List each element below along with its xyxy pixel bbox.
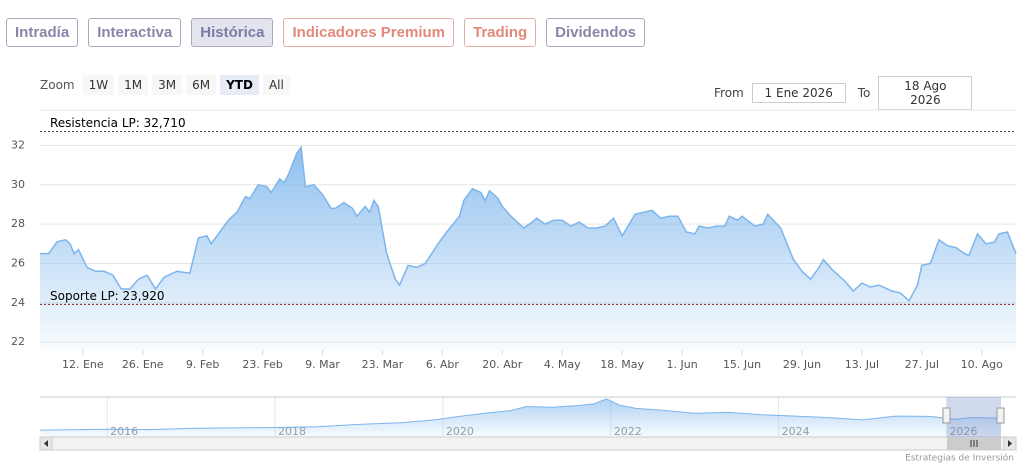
x-tick-label: 13. Jul bbox=[845, 358, 879, 371]
x-tick-label: 27. Jul bbox=[905, 358, 939, 371]
scrollbar-track[interactable] bbox=[39, 436, 1017, 451]
line bbox=[39, 398, 1002, 431]
zoom-button[interactable]: 3M bbox=[152, 75, 183, 95]
from-label: From bbox=[714, 86, 744, 100]
plot-line-label: Soporte LP: 23,920 bbox=[50, 289, 165, 303]
zoom-button[interactable]: 1M bbox=[118, 75, 149, 95]
arrow-icon bbox=[44, 440, 48, 447]
tab[interactable]: Intradía bbox=[6, 18, 79, 47]
zoom-bar: Zoom 1W 1M 3M 6M YTD All bbox=[40, 75, 290, 95]
zoom-button[interactable]: All bbox=[262, 75, 290, 95]
area bbox=[40, 147, 1016, 350]
navigator-selection[interactable] bbox=[947, 397, 1001, 437]
x-tick-label: 9. Feb bbox=[186, 358, 219, 371]
y-tick-label: 24 bbox=[11, 296, 25, 309]
zoom-button[interactable]: YTD bbox=[220, 75, 259, 95]
y-tick-label: 28 bbox=[11, 217, 25, 230]
navigator-handle[interactable] bbox=[996, 407, 1005, 424]
from-input[interactable]: 1 Ene 2026 bbox=[751, 83, 846, 103]
zoom-label: Zoom bbox=[40, 78, 75, 92]
arrow-icon bbox=[1008, 440, 1012, 447]
x-tick-label: 15. Jun bbox=[723, 358, 761, 371]
y-tick-label: 30 bbox=[11, 178, 25, 191]
x-tick-label: 9. Mar bbox=[305, 358, 340, 371]
tab-bar: Intradía Interactiva Histórica Indicadores … bbox=[6, 18, 646, 47]
zoom-button[interactable]: 6M bbox=[186, 75, 217, 95]
x-tick-label: 23. Feb bbox=[242, 358, 282, 371]
zoom-button[interactable]: 1W bbox=[82, 75, 115, 95]
x-tick-label: 6. Abr bbox=[426, 358, 459, 371]
x-tick-label: 4. May bbox=[544, 358, 581, 371]
x-tick-label: 1. Jun bbox=[667, 358, 698, 371]
plot-line-label: Resistencia LP: 32,710 bbox=[50, 116, 186, 130]
x-tick-label: 26. Ene bbox=[122, 358, 164, 371]
x-tick-label: 29. Jun bbox=[783, 358, 821, 371]
tab[interactable]: Interactiva bbox=[88, 18, 182, 47]
x-tick-label: 18. May bbox=[600, 358, 644, 371]
grip-icon bbox=[970, 440, 978, 447]
x-tick-label: 23. Mar bbox=[362, 358, 404, 371]
x-tick-label: 20. Abr bbox=[482, 358, 522, 371]
tab[interactable]: Trading bbox=[464, 18, 537, 47]
x-tick-label: 12. Ene bbox=[62, 358, 104, 371]
y-tick-label: 22 bbox=[11, 335, 25, 348]
tab[interactable]: Dividendos bbox=[546, 18, 646, 47]
y-tick-label: 32 bbox=[11, 138, 25, 151]
credit: Estrategias de Inversión bbox=[905, 453, 1014, 464]
y-tick-label: 26 bbox=[11, 256, 25, 269]
tab[interactable]: Indicadores Premium bbox=[283, 18, 454, 47]
x-tick-label: 10. Ago bbox=[961, 358, 1003, 371]
area bbox=[40, 398, 1001, 437]
line bbox=[40, 145, 1017, 302]
tab[interactable]: Histórica bbox=[191, 18, 274, 47]
navigator-handle[interactable] bbox=[942, 407, 951, 424]
to-label: To bbox=[857, 86, 871, 100]
